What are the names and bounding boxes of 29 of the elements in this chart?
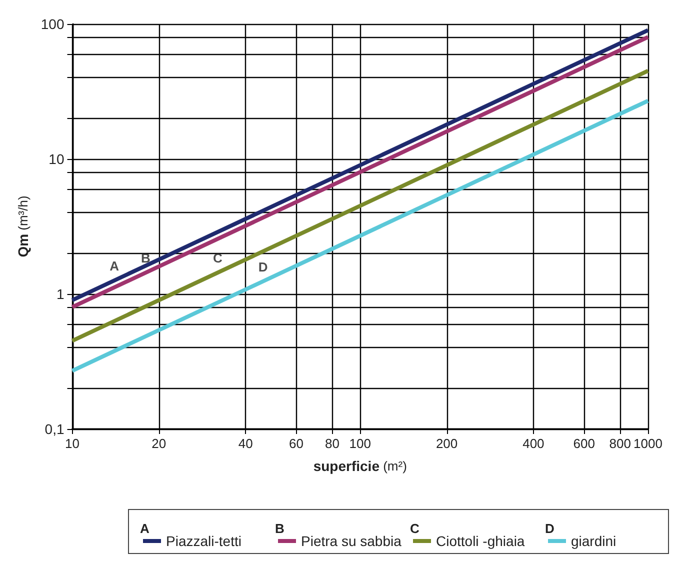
y-tick-label: 1 — [56, 286, 64, 302]
y-tick-label: 10 — [48, 151, 64, 167]
annotation: D — [258, 259, 268, 274]
y-tick-label: 100 — [40, 16, 64, 32]
y-axis-title: Qm (m³/h) — [15, 196, 31, 258]
text: A — [140, 521, 150, 536]
y-tick-label: 0,1 — [44, 421, 64, 437]
annotation: C — [212, 250, 223, 266]
legend-label: Pietra su sabbia — [301, 533, 402, 549]
x-axis-title: superficie (m²) — [313, 458, 407, 474]
legend-label: Piazzali-tetti — [166, 533, 242, 549]
x-tick-label: 60 — [289, 436, 304, 451]
text: C — [410, 521, 420, 536]
x-tick-label: 1000 — [634, 436, 662, 451]
text: B — [275, 521, 284, 536]
x-tick-label: 200 — [436, 436, 458, 451]
x-tick-label: 20 — [152, 436, 166, 451]
x-tick-label: 40 — [238, 436, 253, 451]
legend-label: giardini — [571, 533, 616, 549]
text: D — [545, 521, 554, 536]
x-tick-label: 600 — [573, 436, 595, 451]
x-tick-label: 10 — [65, 436, 80, 451]
annotation: A — [110, 258, 120, 274]
annotation: B — [141, 250, 150, 266]
legend-label: Ciottoli -ghiaia — [436, 533, 525, 549]
x-tick-label: 400 — [522, 436, 544, 451]
x-tick-label: 800 — [609, 436, 631, 451]
x-tick-label: 100 — [349, 436, 371, 451]
x-tick-label: 80 — [324, 436, 340, 451]
